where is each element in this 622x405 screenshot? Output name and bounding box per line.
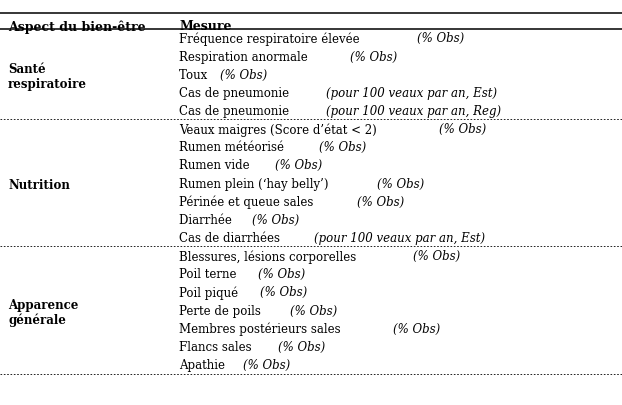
- Text: Diarrhée: Diarrhée: [179, 214, 236, 227]
- Text: (% Obs): (% Obs): [290, 305, 337, 318]
- Text: (% Obs): (% Obs): [220, 69, 267, 82]
- Text: Cas de pneumonie: Cas de pneumonie: [179, 105, 293, 118]
- Text: (pour 100 veaux par an, Est): (pour 100 veaux par an, Est): [326, 87, 497, 100]
- Text: (% Obs): (% Obs): [277, 341, 325, 354]
- Text: (% Obs): (% Obs): [392, 323, 440, 336]
- Text: Blessures, lésions corporelles: Blessures, lésions corporelles: [179, 250, 360, 264]
- Text: (pour 100 veaux par an, Reg): (pour 100 veaux par an, Reg): [326, 105, 501, 118]
- Text: (% Obs): (% Obs): [243, 359, 290, 372]
- Text: Fréquence respiratoire élevée: Fréquence respiratoire élevée: [179, 32, 363, 46]
- Text: (% Obs): (% Obs): [377, 177, 424, 190]
- Text: Flancs sales: Flancs sales: [179, 341, 256, 354]
- Text: Poil piqué: Poil piqué: [179, 286, 242, 300]
- Text: Membres postérieurs sales: Membres postérieurs sales: [179, 323, 345, 336]
- Text: Cas de diarrhées: Cas de diarrhées: [179, 232, 284, 245]
- Text: (pour 100 veaux par an, Est): (pour 100 veaux par an, Est): [314, 232, 485, 245]
- Text: (% Obs): (% Obs): [275, 160, 322, 173]
- Text: (% Obs): (% Obs): [358, 196, 405, 209]
- Text: Apparence
générale: Apparence générale: [8, 298, 78, 327]
- Text: Poil terne: Poil terne: [179, 268, 240, 281]
- Text: Cas de pneumonie: Cas de pneumonie: [179, 87, 293, 100]
- Text: Rumen météorisé: Rumen météorisé: [179, 141, 288, 154]
- Text: Mesure: Mesure: [179, 20, 231, 33]
- Text: Aspect du bien-être: Aspect du bien-être: [8, 20, 146, 34]
- Text: Perte de poils: Perte de poils: [179, 305, 265, 318]
- Text: Nutrition: Nutrition: [8, 179, 70, 192]
- Text: Respiration anormale: Respiration anormale: [179, 51, 312, 64]
- Text: (% Obs): (% Obs): [439, 123, 486, 136]
- Text: Rumen plein (‘hay belly’): Rumen plein (‘hay belly’): [179, 177, 332, 190]
- Text: Rumen vide: Rumen vide: [179, 160, 254, 173]
- Text: (% Obs): (% Obs): [252, 214, 299, 227]
- Text: Veaux maigres (Score d’état < 2): Veaux maigres (Score d’état < 2): [179, 123, 381, 136]
- Text: (% Obs): (% Obs): [412, 250, 460, 263]
- Text: Apathie: Apathie: [179, 359, 229, 372]
- Text: (% Obs): (% Obs): [258, 268, 305, 281]
- Text: Santé
respiratoire: Santé respiratoire: [8, 63, 87, 91]
- Text: Périnée et queue sales: Périnée et queue sales: [179, 196, 317, 209]
- Text: (% Obs): (% Obs): [350, 51, 397, 64]
- Text: (% Obs): (% Obs): [417, 32, 464, 45]
- Text: (% Obs): (% Obs): [320, 141, 367, 154]
- Text: Toux: Toux: [179, 69, 211, 82]
- Text: (% Obs): (% Obs): [260, 286, 307, 299]
